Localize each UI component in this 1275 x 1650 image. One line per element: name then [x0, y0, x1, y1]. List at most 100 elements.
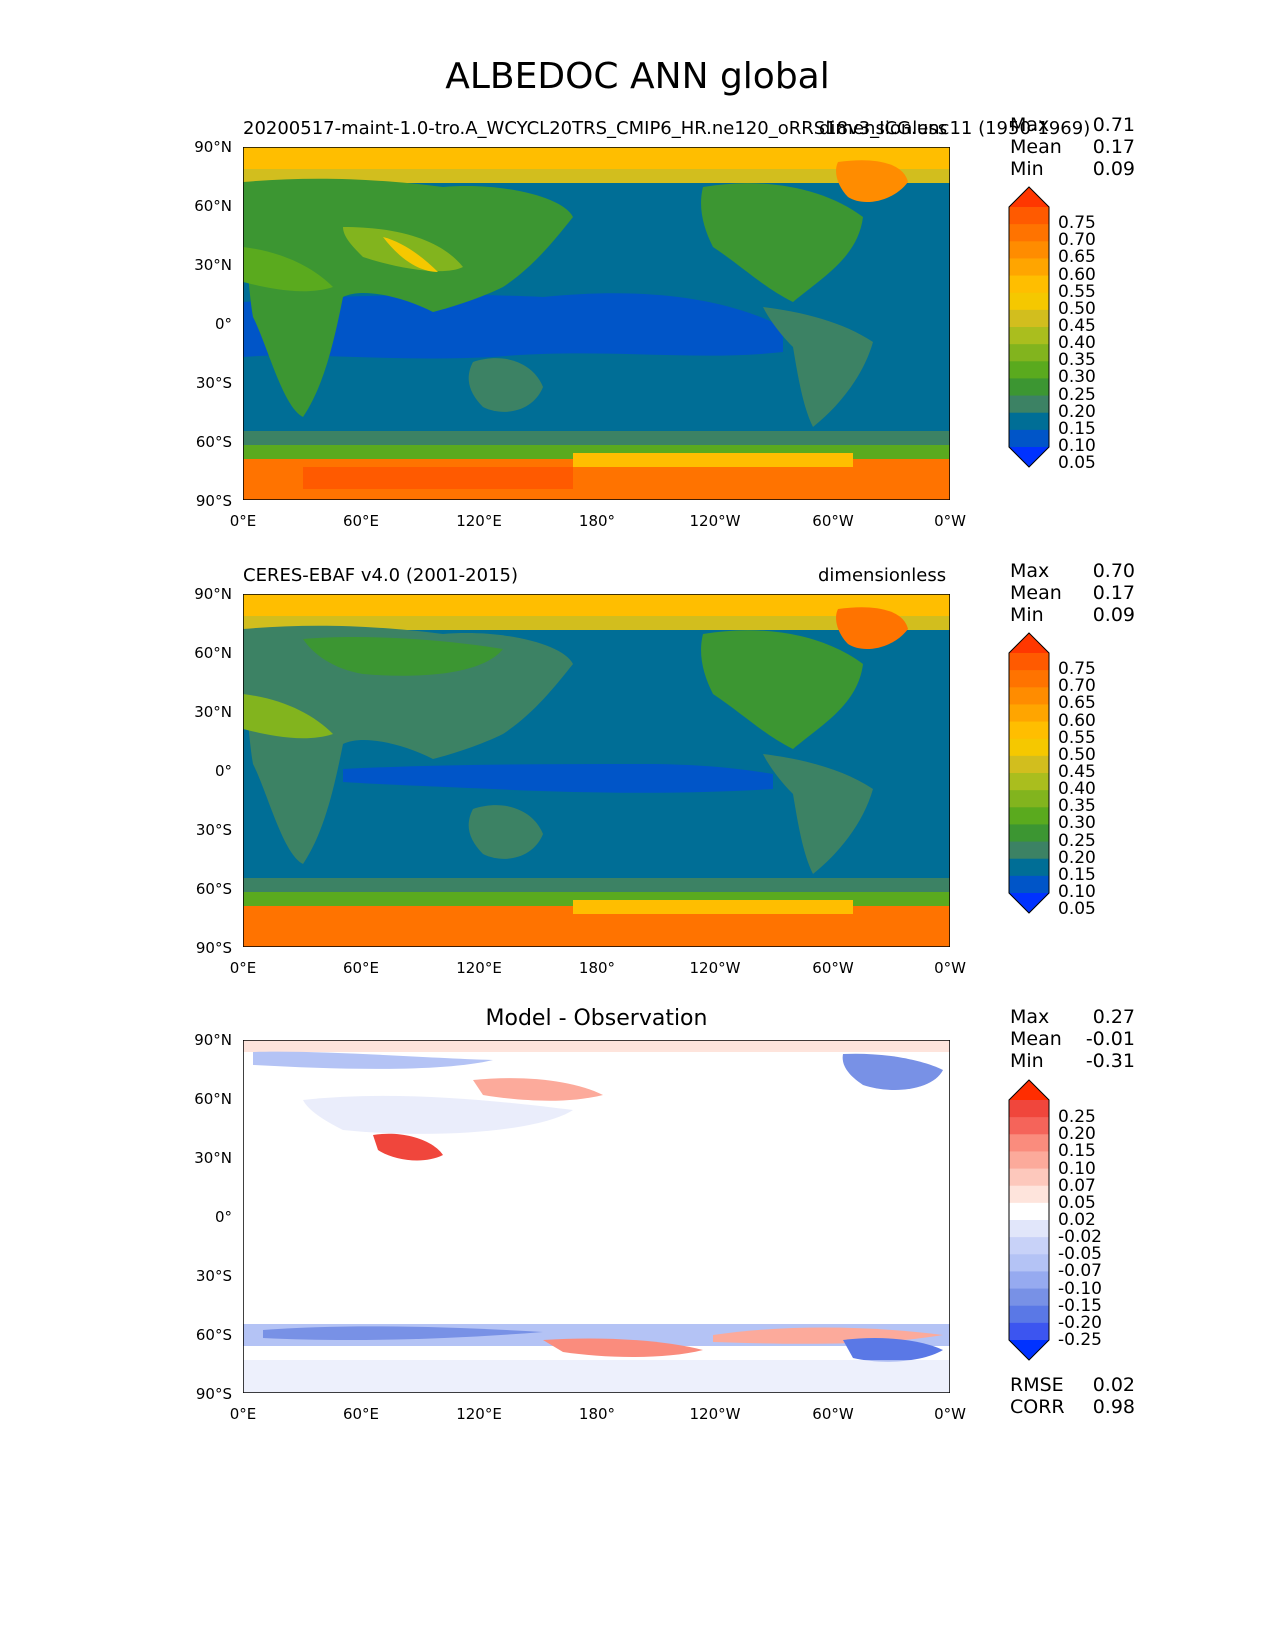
colorbar-tick-label: -0.20 — [1058, 1312, 1102, 1333]
panel2-right-title: dimensionless — [818, 565, 947, 586]
colorbar-swatch — [1009, 773, 1049, 791]
panel1-min-value: 0.09 — [1092, 158, 1135, 180]
colorbar-tick-label: 0.10 — [1058, 882, 1096, 902]
colorbar-swatch — [1009, 1151, 1049, 1170]
panel2-lat-label-60n: 60°N — [194, 644, 232, 662]
colorbar-tick-label: 0.55 — [1058, 727, 1096, 748]
colorbar-swatch — [1009, 807, 1049, 825]
colorbar-tick-label: 0.15 — [1058, 864, 1096, 885]
colorbar-tick-label: 0.30 — [1058, 813, 1096, 834]
panel3-colorbar — [1008, 1079, 1050, 1361]
panel2-lon-label-60w: 60°W — [812, 959, 854, 977]
panel1-right-title: dimensionless — [819, 118, 948, 139]
colorbar-swatch — [1009, 429, 1049, 448]
panel3-difference-map — [243, 1040, 950, 1393]
colorbar-tick-label: 0.40 — [1058, 779, 1096, 800]
colorbar-swatch — [1009, 412, 1049, 431]
colorbar-swatch — [1009, 670, 1049, 688]
colorbar-swatch — [1009, 224, 1049, 242]
colorbar-tick-label: 0.05 — [1058, 1192, 1096, 1213]
panel1-lat-label-90n: 90°N — [194, 138, 232, 156]
panel1-lat-label-60n: 60°N — [194, 197, 232, 215]
panel1-left-title: 20200517-maint-1.0-tro.A_WCYCL20TRS_CMIP… — [243, 118, 1091, 139]
colorbar-swatch — [1009, 1254, 1049, 1272]
colorbar-swatch — [1009, 1117, 1049, 1135]
colorbar-tick-label: 0.07 — [1058, 1175, 1096, 1196]
colorbar-tick-label: 0.70 — [1058, 676, 1096, 697]
colorbar-tick-label: 0.35 — [1058, 350, 1096, 371]
panel3-min-label: Min — [1010, 1050, 1044, 1072]
panel1-lon-label-60e: 60°E — [342, 512, 380, 530]
panel2-lon-label-0e: 0°E — [229, 959, 257, 977]
colorbar-swatch — [1009, 841, 1049, 860]
colorbar-swatch — [1009, 1185, 1049, 1204]
panel1-lon-label-180: 180° — [578, 512, 616, 530]
colorbar-swatch — [1009, 309, 1049, 328]
colorbar-tick-label: 0.20 — [1058, 1124, 1096, 1145]
colorbar-swatch — [1009, 858, 1049, 877]
panel1-max-value: 0.71 — [1092, 114, 1135, 136]
colorbar-top-extension — [1009, 633, 1049, 653]
colorbar-swatch — [1009, 361, 1049, 379]
colorbar-outline — [1008, 186, 1050, 468]
panel3-mean-label: Mean — [1010, 1028, 1062, 1050]
panel2-lon-label-0w: 0°W — [934, 959, 966, 977]
panel1-lat-label-30s: 30°S — [195, 374, 232, 392]
colorbar-swatch — [1009, 755, 1049, 774]
panel3-lon-label-60e: 60°E — [342, 1405, 380, 1423]
panel1-lon-label-0e: 0°E — [229, 512, 257, 530]
colorbar-tick-label: 0.60 — [1058, 710, 1096, 731]
colorbar-tick-label: 0.75 — [1058, 213, 1096, 234]
colorbar-bottom-extension — [1009, 893, 1049, 913]
colorbar-tick-label: 0.15 — [1058, 1141, 1096, 1162]
colorbar-tick-label: 0.75 — [1058, 659, 1096, 680]
colorbar-tick-label: 0.25 — [1058, 830, 1096, 851]
panel3-metrics: RMSE 0.02 CORR 0.98 — [1010, 1374, 1135, 1418]
colorbar-swatch — [1009, 292, 1049, 311]
colorbar-tick-label: 0.45 — [1058, 316, 1096, 336]
colorbar-tick-label: 0.20 — [1058, 847, 1096, 868]
panel1-lat-label-30n: 30°N — [194, 256, 232, 274]
panel3-lon-label-0w: 0°W — [934, 1405, 966, 1423]
panel2-max-label: Max — [1010, 560, 1050, 582]
colorbar-top-extension — [1009, 187, 1049, 207]
panel3-title: Model - Observation — [485, 1006, 708, 1031]
colorbar-tick-label: 0.55 — [1058, 281, 1096, 302]
colorbar-outline — [1008, 1079, 1050, 1361]
panel3-lat-label-90s: 90°S — [195, 1385, 232, 1403]
panel3-lat-label-30s: 30°S — [195, 1267, 232, 1285]
panel2-lon-label-120w: 120°W — [689, 959, 741, 977]
panel3-lon-label-120w: 120°W — [689, 1405, 741, 1423]
panel3-lon-label-0e: 0°E — [229, 1405, 257, 1423]
colorbar-swatch — [1009, 653, 1049, 671]
panel3-lat-label-60n: 60°N — [194, 1090, 232, 1108]
colorbar-tick-label: 0.45 — [1058, 762, 1096, 782]
panel1-lat-label-0: 0° — [214, 315, 232, 333]
colorbar-swatch — [1009, 327, 1049, 345]
colorbar-tick-label: 0.25 — [1058, 384, 1096, 405]
colorbar-swatch — [1009, 241, 1049, 259]
colorbar-tick-label: 0.40 — [1058, 333, 1096, 354]
panel3-max-value: 0.27 — [1092, 1006, 1135, 1028]
colorbar-tick-label: -0.15 — [1058, 1295, 1102, 1316]
colorbar-bottom-extension — [1009, 447, 1049, 467]
colorbar-swatch — [1009, 258, 1049, 277]
panel2-min-value: 0.09 — [1092, 604, 1135, 626]
panel1-lat-label-90s: 90°S — [195, 492, 232, 510]
panel2-lat-label-30n: 30°N — [194, 703, 232, 721]
panel2-left-title: CERES-EBAF v4.0 (2001-2015) — [243, 565, 519, 586]
panel3-mean-value: -0.01 — [1085, 1028, 1135, 1050]
panel2-min-label: Min — [1010, 604, 1044, 626]
panel3-lat-label-30n: 30°N — [194, 1149, 232, 1167]
colorbar-swatch — [1009, 207, 1049, 225]
colorbar-swatch — [1009, 1168, 1049, 1187]
panel2-stats: Max 0.70 Mean 0.17 Min 0.09 — [1010, 560, 1135, 626]
panel1-lon-label-120w: 120°W — [689, 512, 741, 530]
colorbar-tick-label: 0.30 — [1058, 367, 1096, 388]
colorbar-swatch — [1009, 1322, 1049, 1341]
panel2-colorbar — [1008, 632, 1050, 914]
colorbar-tick-label: 0.10 — [1058, 436, 1096, 456]
colorbar-tick-label: -0.25 — [1058, 1330, 1102, 1350]
colorbar-tick-label: 0.65 — [1058, 693, 1096, 714]
panel1-lat-label-60s: 60°S — [195, 433, 232, 451]
